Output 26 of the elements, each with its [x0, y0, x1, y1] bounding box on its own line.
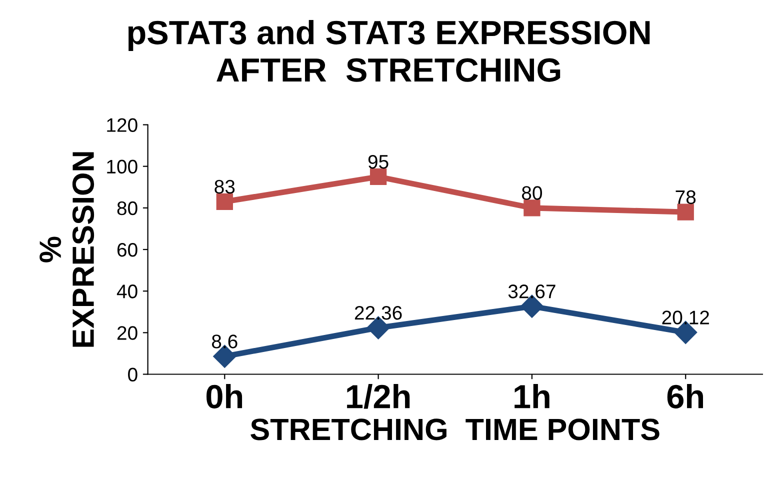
data-label: 80 [522, 186, 542, 200]
y-axis-title: % EXPRESSION [40, 152, 94, 347]
point [370, 168, 387, 186]
data-label: 95 [368, 154, 388, 169]
chart-title: pSTAT3 and STAT3 EXPRESSION AFTER STRETCHING [128, 20, 650, 82]
y-tick-label: 120 [107, 118, 138, 132]
data-label: 83 [214, 180, 235, 194]
data-label: 8.6 [212, 334, 238, 348]
y-tick-label: 60 [117, 242, 138, 257]
y-tick-label: 0 [128, 368, 138, 382]
data-label: 20.12 [662, 310, 709, 324]
point [677, 204, 694, 220]
x-tick-label: 6h [667, 384, 703, 408]
y-tick-label: 20 [117, 326, 138, 340]
point [524, 200, 540, 216]
point [216, 193, 233, 210]
y-tick-label: 40 [116, 284, 138, 298]
data-label: 78 [676, 190, 696, 204]
data-label: 32.67 [508, 284, 556, 298]
x-axis-title: STRETCHING TIME POINTS [250, 418, 660, 440]
x-tick-label: 0h [206, 384, 242, 408]
y-tick-label: 100 [107, 160, 138, 174]
x-tick-label: 1h [514, 384, 550, 408]
y-tick-label: 80 [117, 201, 138, 216]
x-tick-label: 1/2h [347, 384, 410, 409]
data-label: 22.36 [354, 306, 402, 320]
